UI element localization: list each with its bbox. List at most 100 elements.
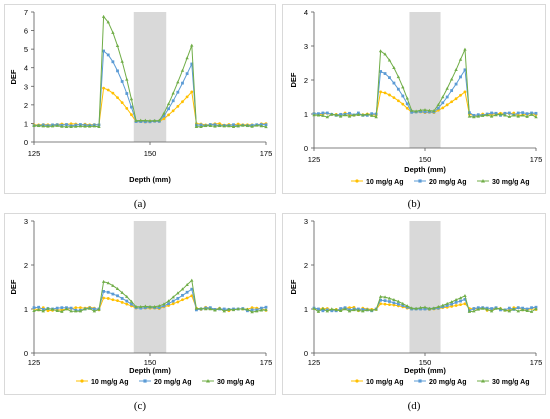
data-point [69, 309, 73, 313]
data-point [203, 307, 208, 311]
data-point [36, 124, 41, 128]
data-point [176, 300, 180, 304]
data-point [521, 111, 525, 115]
data-point [520, 308, 525, 312]
data-point [316, 309, 321, 313]
data-point [185, 290, 189, 294]
x-tick-label: 175 [530, 358, 543, 367]
data-point [264, 305, 268, 309]
data-point [166, 299, 171, 303]
data-point [125, 302, 129, 306]
data-point [255, 123, 259, 127]
data-point [450, 302, 454, 306]
data-point [476, 307, 480, 311]
shaded-region [409, 12, 441, 148]
legend-marker [418, 379, 422, 383]
data-point [396, 99, 400, 103]
data-point [530, 306, 533, 310]
y-tick-label: 3 [24, 217, 28, 226]
data-point [409, 306, 414, 310]
data-point [185, 56, 189, 60]
data-point [139, 305, 143, 308]
data-point [401, 301, 405, 305]
data-point [441, 303, 445, 307]
data-point [199, 124, 203, 128]
data-point [102, 290, 105, 293]
data-point [115, 44, 120, 47]
y-tick-label: 2 [24, 101, 28, 110]
data-point [250, 124, 254, 128]
data-point [507, 111, 511, 115]
data-point [129, 299, 134, 303]
data-point [106, 20, 110, 24]
data-point [441, 95, 445, 99]
data-point [401, 102, 405, 106]
data-point [312, 113, 316, 117]
data-point [485, 113, 489, 117]
data-point [379, 302, 382, 306]
data-point [463, 302, 467, 306]
data-point [348, 306, 351, 310]
data-point [392, 65, 396, 69]
y-tick-label: 6 [24, 27, 28, 36]
data-point [130, 113, 133, 117]
data-point [157, 306, 161, 310]
data-point [64, 307, 69, 311]
data-point [190, 43, 194, 47]
data-point [92, 124, 97, 128]
legend-marker [355, 179, 359, 183]
data-point [338, 114, 343, 118]
data-point [255, 309, 259, 313]
data-point [454, 301, 458, 304]
data-point [454, 68, 458, 71]
data-point [116, 69, 119, 73]
data-point [463, 90, 467, 94]
data-point [60, 124, 64, 128]
data-point [259, 308, 264, 312]
data-point [499, 308, 502, 312]
data-point [494, 306, 498, 310]
data-point [379, 90, 382, 94]
data-point [111, 292, 115, 296]
data-point [236, 307, 240, 311]
data-point [167, 107, 170, 111]
data-point [152, 305, 157, 308]
data-point [143, 306, 147, 310]
y-axis-label: DEF [289, 279, 298, 294]
data-point [352, 308, 356, 312]
data-point [222, 309, 226, 313]
data-point [339, 307, 343, 310]
data-point [37, 305, 41, 309]
data-point [392, 297, 396, 301]
data-point [259, 124, 264, 128]
data-point [120, 59, 124, 63]
data-point [111, 298, 115, 302]
data-point [130, 105, 133, 109]
data-point [330, 309, 334, 313]
data-point [436, 306, 440, 310]
data-point [199, 123, 203, 127]
data-point [194, 306, 199, 310]
data-point [449, 77, 454, 81]
data-point [405, 305, 409, 309]
data-point [181, 298, 184, 302]
data-point [383, 302, 387, 306]
data-point [125, 299, 129, 303]
data-point [503, 308, 507, 312]
data-point [171, 295, 175, 299]
data-point [162, 111, 166, 115]
legend-marker [206, 379, 210, 383]
data-point [125, 77, 129, 81]
data-point [101, 279, 106, 283]
data-point [180, 287, 185, 291]
data-point [245, 307, 250, 311]
data-point [338, 308, 343, 312]
data-point [361, 113, 365, 117]
legend-label: 20 mg/g Ag [429, 379, 466, 386]
data-point [516, 111, 520, 115]
data-point [356, 112, 361, 116]
y-tick-label: 3 [304, 217, 308, 226]
data-point [534, 111, 538, 115]
data-point [60, 306, 64, 310]
data-point [383, 91, 387, 95]
